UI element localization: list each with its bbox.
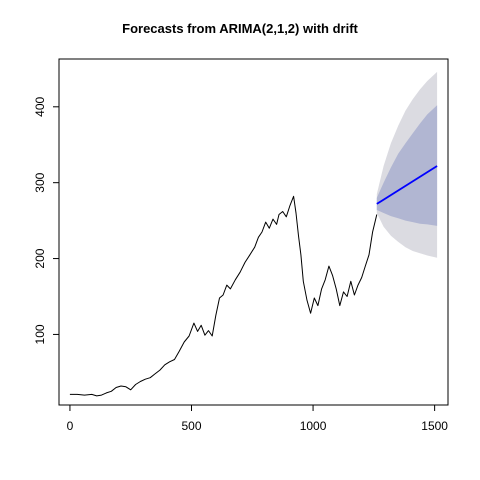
x-tick-label: 0	[67, 419, 74, 433]
x-axis: 0 500 1000 1500	[67, 404, 448, 433]
confidence-bands	[376, 71, 438, 258]
y-tick-label: 400	[33, 96, 47, 116]
y-tick-label: 200	[33, 248, 47, 268]
forecast-line	[376, 165, 438, 205]
y-tick-label: 100	[33, 324, 47, 344]
x-tick-label: 1000	[300, 419, 327, 433]
y-tick-label: 300	[33, 172, 47, 192]
x-tick-label: 1500	[421, 419, 448, 433]
chart-title: Forecasts from ARIMA(2,1,2) with drift	[122, 21, 358, 36]
history-line	[69, 195, 378, 397]
series-lines	[69, 165, 438, 397]
y-axis: 100 200 300 400	[33, 96, 60, 344]
x-tick-label: 500	[181, 419, 201, 433]
band-80	[376, 105, 438, 226]
